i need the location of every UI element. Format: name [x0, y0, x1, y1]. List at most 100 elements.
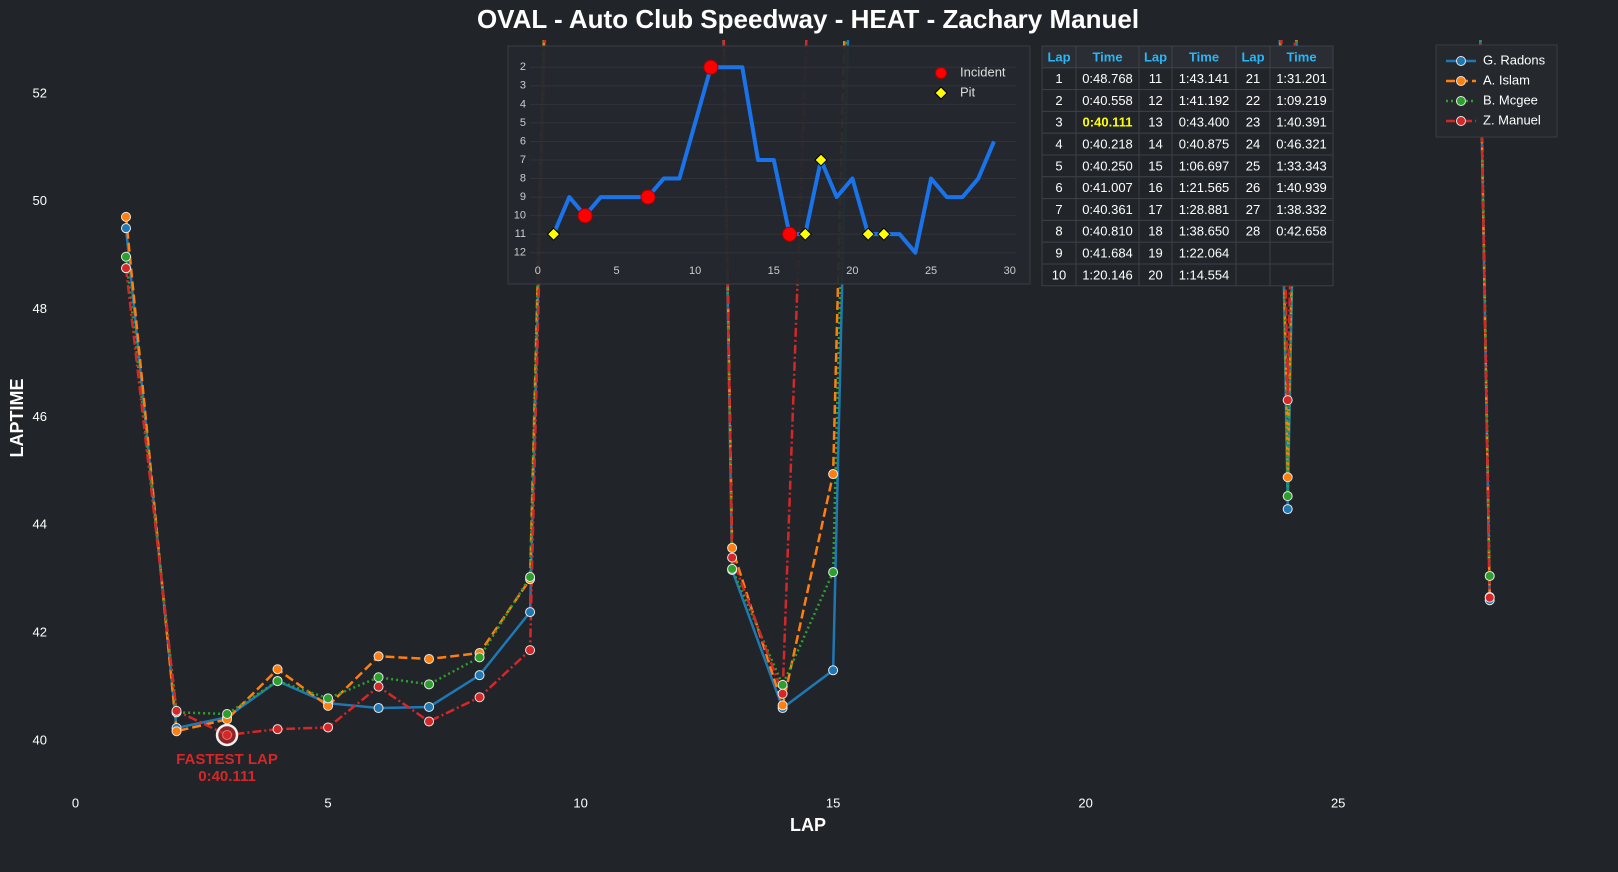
- point: [474, 652, 485, 663]
- inset-plot-area: [530, 59, 1016, 255]
- inset-y-tick-label: 12: [514, 247, 526, 259]
- x-tick-label: 20: [1078, 795, 1092, 810]
- point: [525, 645, 536, 656]
- point: [424, 716, 435, 727]
- cell-text: 14: [1148, 137, 1162, 152]
- point: [525, 572, 536, 583]
- x-tick-label: 25: [1331, 795, 1345, 810]
- point: [121, 211, 132, 222]
- point: [272, 664, 283, 675]
- series-line: [124, 40, 1491, 737]
- incident-marker: [577, 208, 593, 224]
- legend-marker: [1456, 56, 1466, 66]
- annotation-text: FASTEST LAP: [176, 751, 278, 768]
- legend-label: Z. Manuel: [1483, 112, 1541, 127]
- cell-text: 0:41.007: [1082, 180, 1133, 195]
- inset-legend-marker: [935, 67, 947, 79]
- cell-text: 23: [1246, 115, 1260, 130]
- inset-y-tick-label: 4: [520, 98, 526, 110]
- inset-x-tick-label: 15: [768, 265, 780, 277]
- point: [1282, 491, 1293, 502]
- table-cell: [1269, 263, 1334, 287]
- inset-y-tick-label: 2: [520, 61, 526, 73]
- y-tick-label: 40: [33, 732, 47, 747]
- cell-text: 1:14.554: [1179, 267, 1230, 282]
- point: [1484, 570, 1495, 581]
- legend-label: G. Radons: [1483, 52, 1546, 67]
- cell-text: 0:41.684: [1082, 246, 1133, 261]
- cell-text: 1:22.064: [1179, 246, 1230, 261]
- pit-marker: [814, 153, 828, 167]
- cell-text: 1:40.391: [1276, 115, 1327, 130]
- point: [1282, 472, 1293, 483]
- y-tick-label: 42: [33, 625, 47, 640]
- column-header: Time: [1286, 49, 1316, 64]
- cell-text: 0:40.361: [1082, 202, 1133, 217]
- inset-x-tick-label: 20: [846, 265, 858, 277]
- inset-x-tick-label: 25: [925, 265, 937, 277]
- y-axis-label: LAPTIME: [7, 379, 27, 458]
- point: [272, 724, 283, 735]
- point: [373, 651, 384, 662]
- cell-text: 2: [1055, 93, 1062, 108]
- cell-text: 18: [1148, 224, 1162, 239]
- inset-legend-marker: [934, 86, 948, 100]
- point: [171, 726, 182, 737]
- cell-text: 9: [1055, 246, 1062, 261]
- pit-marker: [546, 227, 561, 241]
- point: [777, 679, 788, 690]
- legend: G. Radons A. Islam B. Mcgee Z. Manuel: [1435, 44, 1558, 138]
- inset-y-tick-label: 10: [514, 210, 526, 222]
- x-tick-label: 0: [72, 795, 79, 810]
- cell-text: 1:38.650: [1179, 224, 1230, 239]
- pit-marker: [798, 227, 812, 241]
- point: [323, 693, 334, 704]
- point: [1282, 504, 1293, 515]
- point: [424, 679, 435, 690]
- point: [373, 681, 384, 692]
- cell-text: 1:20.146: [1082, 267, 1133, 282]
- cell-text: 0:43.400: [1179, 115, 1230, 130]
- point: [373, 672, 384, 683]
- incident-marker: [703, 59, 719, 75]
- table-cell: [1269, 241, 1334, 265]
- cell-text: 7: [1055, 202, 1062, 217]
- point: [828, 567, 839, 578]
- pit-marker: [861, 227, 875, 241]
- annotation-text: 0:40.111: [198, 768, 256, 785]
- pit-marker: [877, 227, 891, 241]
- incident-marker: [640, 189, 656, 205]
- cell-text: 1:09.219: [1276, 93, 1327, 108]
- cell-text: 6: [1055, 180, 1062, 195]
- cell-text: 1:06.697: [1179, 158, 1230, 173]
- point: [171, 705, 182, 716]
- point: [424, 701, 435, 712]
- x-tick-label: 5: [324, 795, 331, 810]
- inset-x-tick-label: 5: [613, 265, 619, 277]
- inset-y-tick-label: 6: [520, 135, 526, 147]
- chart-title: OVAL - Auto Club Speedway - HEAT - Zacha…: [477, 4, 1139, 34]
- column-header: Lap: [1047, 49, 1070, 64]
- point: [323, 722, 334, 733]
- point: [828, 469, 839, 480]
- point: [727, 563, 738, 574]
- cell-text: 1:28.881: [1179, 202, 1230, 217]
- x-tick-label: 10: [573, 795, 587, 810]
- cell-text: 0:40.111: [1083, 115, 1133, 130]
- inset-y-tick-label: 11: [515, 228, 526, 240]
- inset-legend-label: Incident: [960, 64, 1006, 79]
- point: [272, 676, 283, 687]
- point: [1484, 592, 1495, 603]
- inset-x-tick-label: 30: [1004, 265, 1016, 277]
- point: [828, 665, 839, 676]
- position-chart: 2 3 4 5 6 7 8 9 10 11 12 0 5 10 15 20 25 30 Incident Pit: [507, 45, 1031, 285]
- inset-legend-label: Pit: [960, 84, 976, 99]
- cell-text: 28: [1246, 224, 1260, 239]
- column-header: Time: [1092, 49, 1122, 64]
- table-cell: [1235, 263, 1271, 287]
- cell-text: 10: [1052, 267, 1066, 282]
- cell-text: 1:38.332: [1276, 202, 1327, 217]
- cell-text: 1:33.343: [1276, 158, 1327, 173]
- point: [525, 607, 536, 618]
- cell-text: 3: [1055, 115, 1062, 130]
